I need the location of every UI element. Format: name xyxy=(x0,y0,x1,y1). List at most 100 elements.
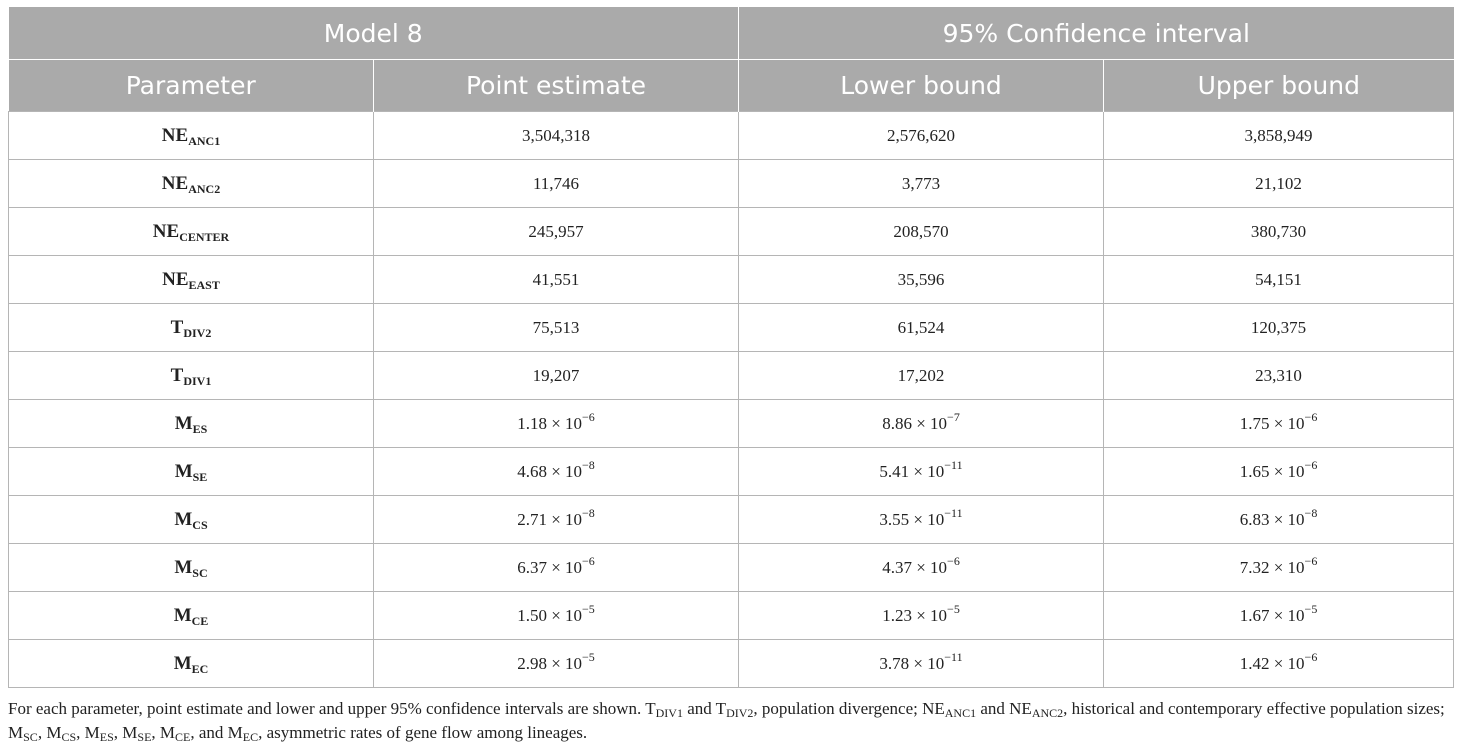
upper-value-cell: 1.42 × 10−6 xyxy=(1103,639,1455,688)
parameter-symbol: M xyxy=(173,604,192,626)
lower-value-cell: 35,596 xyxy=(738,255,1105,304)
upper-value: 54,151 xyxy=(1255,269,1302,289)
upper-value-cell: 21,102 xyxy=(1103,159,1455,208)
upper-value-cell: 380,730 xyxy=(1103,207,1455,256)
parameter-subscript: DIV1 xyxy=(183,373,212,388)
point-exponent: −8 xyxy=(582,457,595,472)
parameter-symbol: T xyxy=(170,364,184,386)
footnote-text: , population divergence; NE xyxy=(753,699,945,718)
header-point-estimate: Point estimate xyxy=(372,59,739,112)
table-row: MSE 4.68 × 10−8 5.41 × 10−11 1.65 × 10−6 xyxy=(8,447,1455,496)
lower-value-cell: 5.41 × 10−11 xyxy=(738,447,1105,496)
upper-exponent: −6 xyxy=(1304,457,1318,472)
upper-exponent: −6 xyxy=(1304,553,1318,568)
parameter-subscript: CS xyxy=(192,517,208,532)
point-value: 19,207 xyxy=(532,365,580,385)
lower-mantissa: 3.78 × 10 xyxy=(879,653,945,673)
footnote-text: , M xyxy=(151,723,176,742)
upper-value: 120,375 xyxy=(1250,317,1307,337)
parameter-subscript: ANC1 xyxy=(188,133,221,148)
parameter-cell: MSE xyxy=(8,447,374,496)
footnote-subscript: CS xyxy=(61,730,77,744)
lower-exponent: −6 xyxy=(947,553,960,568)
upper-exponent: −8 xyxy=(1304,505,1318,520)
upper-value-cell: 23,310 xyxy=(1103,351,1455,400)
upper-value: 3,858,949 xyxy=(1244,125,1313,145)
parameter-symbol: M xyxy=(174,460,193,482)
upper-value-cell: 54,151 xyxy=(1103,255,1455,304)
point-value: 41,551 xyxy=(532,269,580,289)
lower-exponent: −11 xyxy=(944,649,963,664)
upper-mantissa: 6.83 × 10 xyxy=(1239,509,1305,529)
lower-exponent: −5 xyxy=(947,601,960,616)
table-body: NEANC1 3,504,318 2,576,620 3,858,949 NEANC2 1… xyxy=(8,111,1455,688)
point-exponent: −5 xyxy=(582,649,595,664)
point-value: 11,746 xyxy=(532,173,580,193)
footnote-text: , M xyxy=(76,723,100,742)
lower-exponent: −7 xyxy=(947,409,960,424)
lower-value: 61,524 xyxy=(897,317,945,337)
parameter-subscript: CENTER xyxy=(179,229,230,244)
lower-value: 35,596 xyxy=(897,269,945,289)
upper-value-cell: 3,858,949 xyxy=(1103,111,1455,160)
parameter-cell: MCE xyxy=(8,591,374,640)
lower-mantissa: 8.86 × 10 xyxy=(882,413,948,433)
point-value-cell: 1.50 × 10−5 xyxy=(372,591,740,640)
lower-value-cell: 3.55 × 10−11 xyxy=(738,495,1105,544)
lower-value: 3,773 xyxy=(901,173,941,193)
upper-mantissa: 1.42 × 10 xyxy=(1239,653,1305,673)
point-exponent: −6 xyxy=(582,409,595,424)
table-row: MEC 2.98 × 10−5 3.78 × 10−11 1.42 × 10−6 xyxy=(8,639,1455,688)
upper-mantissa: 1.75 × 10 xyxy=(1239,413,1305,433)
lower-value-cell: 8.86 × 10−7 xyxy=(738,399,1105,448)
upper-value-cell: 1.75 × 10−6 xyxy=(1103,399,1455,448)
table-row: NEANC1 3,504,318 2,576,620 3,858,949 xyxy=(8,111,1455,160)
footnote-text: and T xyxy=(682,699,727,718)
footnote-subscript: ANC1 xyxy=(944,706,977,720)
footnote-subscript: SE xyxy=(137,730,152,744)
point-value-cell: 245,957 xyxy=(372,207,740,256)
footnote-text: , M xyxy=(113,723,138,742)
footnote-subscript: CE xyxy=(175,730,191,744)
parameter-subscript: SE xyxy=(192,469,208,484)
footnote-text: , and M xyxy=(190,723,243,742)
parameter-subscript: ES xyxy=(192,421,208,436)
parameter-cell: MCS xyxy=(8,495,374,544)
footnote-subscript: ANC2 xyxy=(1031,706,1064,720)
header-group-confidence-interval: 95% Confidence interval xyxy=(738,7,1454,60)
upper-mantissa: 1.65 × 10 xyxy=(1239,461,1305,481)
point-mantissa: 4.68 × 10 xyxy=(517,461,583,481)
point-value-cell: 2.98 × 10−5 xyxy=(372,639,740,688)
point-value-cell: 41,551 xyxy=(372,255,740,304)
point-exponent: −6 xyxy=(582,553,595,568)
point-mantissa: 2.71 × 10 xyxy=(517,509,583,529)
upper-mantissa: 1.67 × 10 xyxy=(1239,605,1305,625)
point-value: 245,957 xyxy=(528,221,584,241)
table-row: NEEAST 41,551 35,596 54,151 xyxy=(8,255,1455,304)
header-group-model: Model 8 xyxy=(8,7,739,60)
parameter-subscript: EAST xyxy=(188,277,220,292)
footnote-text: , historical and contemporary effective … xyxy=(8,699,1445,742)
parameter-symbol: M xyxy=(174,412,193,434)
parameter-symbol: NE xyxy=(152,220,180,242)
lower-mantissa: 3.55 × 10 xyxy=(879,509,945,529)
parameter-cell: MSC xyxy=(8,543,374,592)
model-8-parameter-table: Model 8 95% Confidence interval Paramete… xyxy=(8,7,1455,688)
parameter-subscript: EC xyxy=(191,661,209,676)
table-row: MSC 6.37 × 10−6 4.37 × 10−6 7.32 × 10−6 xyxy=(8,543,1455,592)
parameter-subscript: SC xyxy=(192,565,208,580)
parameter-symbol: M xyxy=(174,556,193,578)
point-value-cell: 1.18 × 10−6 xyxy=(372,399,740,448)
point-mantissa: 1.50 × 10 xyxy=(517,605,583,625)
lower-value: 208,570 xyxy=(893,221,949,241)
point-value-cell: 19,207 xyxy=(372,351,740,400)
point-value: 75,513 xyxy=(532,317,580,337)
lower-value-cell: 17,202 xyxy=(738,351,1105,400)
table-row: NECENTER 245,957 208,570 380,730 xyxy=(8,207,1455,256)
parameter-cell: MEC xyxy=(8,639,374,688)
upper-value-cell: 1.65 × 10−6 xyxy=(1103,447,1455,496)
point-value: 3,504,318 xyxy=(522,125,590,145)
table-footnote: For each parameter, point estimate and l… xyxy=(8,697,1453,745)
lower-mantissa: 4.37 × 10 xyxy=(882,557,948,577)
upper-exponent: −6 xyxy=(1304,409,1318,424)
